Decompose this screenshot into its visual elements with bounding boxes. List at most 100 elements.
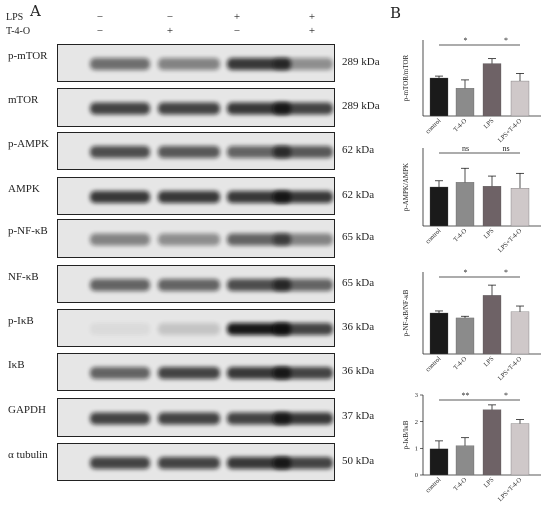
blot-kda-label: 65 kDa: [342, 277, 375, 289]
blot-label: p-NF-κB: [8, 225, 48, 237]
bar: [482, 409, 502, 476]
blot-row: [57, 398, 335, 437]
category-label: control: [424, 476, 442, 494]
blot-label: p-IκB: [8, 315, 34, 327]
category-label: LPS: [483, 355, 496, 368]
blot-band: [90, 367, 150, 379]
category-label: LPS+T-4-O: [497, 476, 524, 503]
blot-band: [90, 457, 150, 469]
y-tick-label: 3: [415, 392, 418, 399]
bar: [510, 423, 530, 476]
blot-row: [57, 132, 335, 170]
blot-band: [90, 323, 150, 335]
blot-band: [158, 412, 220, 425]
blot-band: [273, 58, 333, 70]
blot-kda-label: 50 kDa: [342, 455, 375, 467]
blot-band: [273, 279, 333, 291]
category-label: T-4-O: [452, 117, 468, 133]
blot-kda-label: 289 kDa: [342, 100, 380, 112]
category-label: T-4-O: [452, 227, 468, 243]
significance-label: *: [464, 36, 468, 45]
blot-label: p-AMPK: [8, 138, 49, 150]
bar: [455, 182, 475, 227]
bar: [429, 77, 449, 117]
y-axis-label: p-NF-κB/NF-κB: [402, 289, 410, 336]
bar: [455, 445, 475, 476]
bar: [510, 188, 530, 227]
category-label: T-4-O: [452, 476, 468, 492]
blot-band: [158, 457, 220, 469]
bar: [429, 448, 449, 476]
category-label: control: [424, 117, 442, 135]
lps-sign-2: −: [166, 11, 174, 23]
blot-band: [158, 102, 220, 115]
blot-band: [158, 367, 220, 379]
blot-band: [158, 58, 220, 70]
y-tick-label: 0: [415, 472, 418, 479]
panel-a-letter: A: [30, 2, 41, 20]
blot-row: [57, 88, 335, 127]
blot-kda-label: 36 kDa: [342, 321, 375, 333]
blot-band: [273, 412, 333, 425]
lps-row-label: LPS: [6, 12, 24, 23]
blot-band: [273, 102, 333, 115]
y-axis-label: p-IκB/IκB: [402, 420, 410, 449]
blot-band: [90, 191, 150, 203]
panel-b-letter: B: [390, 4, 402, 22]
blot-band: [90, 412, 150, 425]
blot-kda-label: 37 kDa: [342, 410, 375, 422]
bar: [429, 312, 449, 355]
blot-label: NF-κB: [8, 271, 39, 283]
blot-band: [90, 58, 150, 70]
blot-label: AMPK: [8, 183, 40, 195]
category-label: control: [424, 355, 442, 373]
blot-row: [57, 443, 335, 481]
blot-band: [90, 146, 150, 158]
bar: [429, 186, 449, 227]
blot-label: mTOR: [8, 94, 39, 106]
category-label: LPS: [483, 476, 496, 489]
category-label: LPS+T-4-O: [497, 355, 524, 382]
category-label: LPS: [483, 227, 496, 240]
blot-band: [90, 102, 150, 115]
blot-kda-label: 65 kDa: [342, 231, 375, 243]
blot-row: [57, 44, 335, 82]
blot-band: [158, 279, 220, 291]
y-tick-label: 2: [415, 419, 418, 426]
category-label: LPS+T-4-O: [497, 117, 524, 144]
t4o-sign-4: +: [308, 25, 316, 37]
blot-row: [57, 309, 335, 347]
blot-band: [158, 323, 220, 335]
y-axis-label: p-mTOR/mTOR: [402, 54, 410, 101]
t4o-sign-1: −: [96, 25, 104, 37]
y-axis-label: p-AMPK/AMPK: [402, 163, 410, 211]
blot-band: [158, 146, 220, 158]
blot-band: [273, 146, 333, 158]
blot-label: GAPDH: [8, 404, 46, 416]
blot-band: [273, 323, 333, 335]
blot-band: [273, 191, 333, 203]
blot-label: IκB: [8, 359, 25, 371]
t4o-row-label: T-4-O: [6, 26, 31, 37]
significance-label: *: [504, 391, 508, 400]
significance-label: **: [462, 391, 470, 400]
blot-kda-label: 62 kDa: [342, 189, 375, 201]
blot-row: [57, 265, 335, 303]
significance-label: *: [504, 268, 508, 277]
bar: [482, 295, 502, 355]
blot-band: [273, 457, 333, 469]
blot-row: [57, 353, 335, 391]
significance-label: *: [504, 36, 508, 45]
category-label: T-4-O: [452, 355, 468, 371]
significance-label: ns: [462, 144, 469, 153]
lps-sign-4: +: [308, 11, 316, 23]
significance-label: ns: [502, 144, 509, 153]
t4o-sign-3: −: [233, 25, 241, 37]
blot-band: [158, 233, 220, 246]
blot-band: [158, 191, 220, 203]
blot-band: [273, 233, 333, 246]
blot-kda-label: 62 kDa: [342, 144, 375, 156]
bar: [482, 186, 502, 227]
blot-band: [90, 233, 150, 246]
